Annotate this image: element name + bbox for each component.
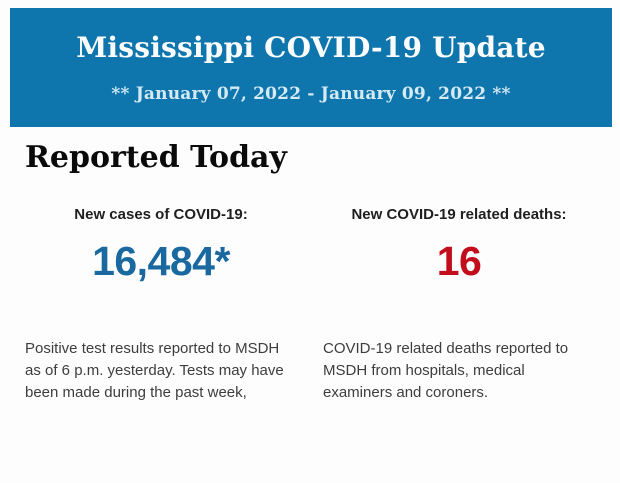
page-title: Mississippi COVID-19 Update xyxy=(76,31,546,65)
new-deaths-label: New COVID-19 related deaths: xyxy=(351,206,567,223)
date-range-subtitle: ** January 07, 2022 - January 09, 2022 *… xyxy=(111,83,511,104)
new-cases-value: 16,484* xyxy=(92,237,230,284)
new-deaths-description: COVID-19 related deaths reported to MSDH… xyxy=(323,339,569,401)
header-banner: Mississippi COVID-19 Update ** January 0… xyxy=(10,8,612,127)
new-deaths-value: 16 xyxy=(436,237,482,284)
new-cases-label: New cases of COVID-19: xyxy=(74,206,248,223)
stat-card-new-deaths: New COVID-19 related deaths: 16 COVID-19… xyxy=(323,206,595,404)
new-cases-description: Positive test results reported to MSDH a… xyxy=(25,339,284,401)
report-content: Reported Today New cases of COVID-19: 16… xyxy=(25,127,595,404)
stats-grid: New cases of COVID-19: 16,484* Positive … xyxy=(25,206,595,404)
section-heading: Reported Today xyxy=(25,140,287,175)
stat-card-new-cases: New cases of COVID-19: 16,484* Positive … xyxy=(25,206,297,404)
